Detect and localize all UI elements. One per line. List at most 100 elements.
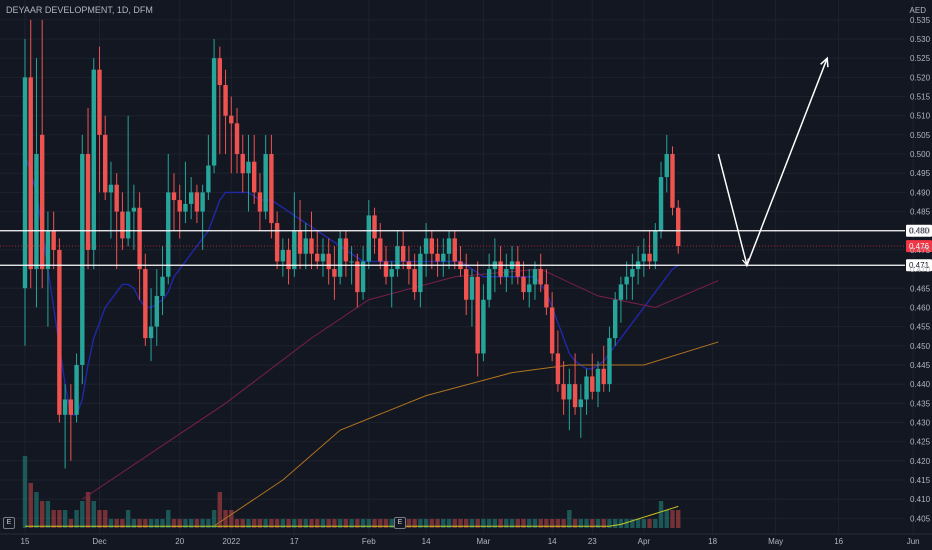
candle-body	[68, 399, 74, 415]
candle	[664, 134, 669, 193]
candle	[360, 246, 366, 300]
volume-bar	[355, 519, 360, 528]
price-tick-label: 0.435	[910, 399, 931, 408]
candle	[452, 230, 457, 270]
volume-bar	[624, 519, 629, 528]
volume-bar	[378, 519, 383, 528]
candle-body	[211, 58, 217, 166]
candle-body	[274, 223, 280, 262]
candle	[630, 253, 635, 300]
candle	[389, 261, 394, 308]
volume-bar	[406, 519, 412, 528]
volume-bar	[590, 519, 595, 528]
price-tick-label: 0.505	[910, 131, 931, 140]
volume-bar	[240, 519, 245, 528]
candle-body	[22, 77, 28, 289]
volume-bar	[85, 492, 91, 528]
time-tick-label: 23	[588, 537, 597, 546]
volume-ma-line	[25, 505, 679, 527]
candle-body	[269, 154, 274, 224]
volume-bar	[423, 519, 429, 528]
candle-body	[131, 207, 137, 212]
price-tick-label: 0.405	[910, 514, 931, 523]
candle-body	[137, 207, 142, 270]
earnings-badge[interactable]: E	[394, 517, 406, 529]
candle-body	[51, 230, 56, 250]
candle-body	[590, 376, 595, 392]
candle-body	[515, 261, 520, 277]
volume-bar	[143, 519, 148, 528]
volume-bar	[234, 519, 240, 528]
candle	[103, 115, 108, 201]
volume-bar	[464, 519, 469, 528]
volume-bar	[286, 519, 291, 528]
volume-bar	[572, 519, 578, 528]
candle	[68, 384, 74, 461]
volume-bar	[274, 519, 280, 528]
time-tick-label: 14	[422, 537, 431, 546]
candle-body	[148, 326, 154, 339]
candle-body	[561, 384, 566, 400]
time-tick-label: 14	[548, 537, 557, 546]
candle	[435, 238, 440, 277]
price-tick-label: 0.445	[910, 361, 931, 370]
volume-bar	[108, 519, 114, 528]
candle-body	[309, 238, 314, 254]
candle	[280, 238, 286, 277]
volume-bar	[160, 519, 165, 528]
candle-body	[355, 261, 360, 293]
volume-bar	[561, 519, 566, 528]
candle-body	[234, 123, 240, 155]
candle-body	[395, 246, 400, 270]
candle	[607, 326, 612, 392]
time-tick-label: May	[768, 537, 783, 546]
volume-bar	[360, 519, 366, 528]
candle-body	[372, 215, 377, 239]
volume-bar	[320, 519, 326, 528]
candle-body	[143, 269, 148, 339]
candle	[670, 146, 675, 216]
candle-body	[452, 238, 457, 262]
time-axis[interactable]: 15 Dec 20 2022 17 Feb 14 Mar 14 23 Apr 18 May 16 Jun	[0, 533, 932, 546]
candle	[246, 134, 251, 212]
projection-arrow[interactable]	[717, 56, 829, 268]
candle	[211, 39, 217, 174]
volume-bar	[177, 519, 182, 528]
candle	[441, 238, 446, 277]
volume-bar	[469, 519, 475, 528]
candle	[544, 269, 549, 316]
candle-body	[103, 134, 108, 193]
candle	[51, 211, 56, 270]
candle-body	[303, 238, 308, 254]
level-price-label: 0.480	[909, 227, 930, 236]
candle	[34, 58, 39, 308]
candle-body	[297, 230, 303, 254]
candle-body	[28, 77, 33, 270]
price-tick-label: 0.450	[910, 342, 931, 351]
price-tick-label: 0.460	[910, 303, 931, 312]
candle-body	[676, 207, 681, 247]
volume-bar	[131, 519, 137, 528]
volume-bar	[532, 519, 538, 528]
level-lines[interactable]: 0.480 0.471 0.476	[0, 224, 932, 272]
price-tick-label: 0.465	[910, 284, 931, 293]
volume-bar	[372, 519, 377, 528]
volume-bar	[515, 519, 520, 528]
candle	[131, 184, 137, 250]
candle	[183, 161, 188, 224]
volume-bar	[549, 519, 555, 528]
candle	[418, 246, 423, 308]
candle-body	[326, 253, 331, 270]
candle-body	[446, 238, 452, 254]
volume-bar	[120, 519, 125, 528]
volume-bar	[246, 519, 251, 528]
price-tick-label: 0.520	[910, 73, 931, 82]
earnings-badge[interactable]: E	[3, 517, 15, 529]
volume-bar	[166, 510, 171, 528]
volume-bar	[57, 510, 62, 528]
candle-body	[360, 261, 366, 293]
price-axis[interactable]: 0.405 0.410 0.415 0.420 0.425 0.430 0.435 0.440…	[910, 16, 931, 523]
candle-body	[389, 269, 394, 277]
candle-body	[366, 215, 371, 262]
